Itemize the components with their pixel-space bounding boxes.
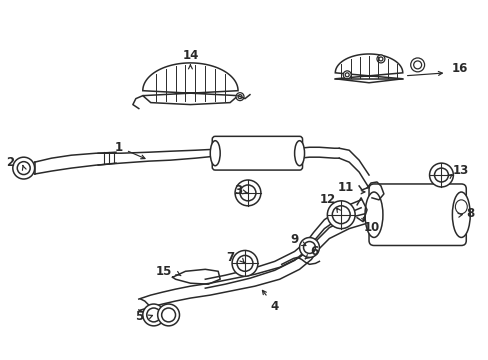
Text: 3: 3 xyxy=(234,184,247,197)
Circle shape xyxy=(413,61,421,69)
Circle shape xyxy=(428,163,452,187)
Circle shape xyxy=(434,168,447,182)
Circle shape xyxy=(240,185,255,201)
Circle shape xyxy=(299,238,319,257)
Text: 14: 14 xyxy=(182,49,198,63)
Polygon shape xyxy=(142,63,238,105)
FancyBboxPatch shape xyxy=(368,184,466,246)
Circle shape xyxy=(146,308,161,322)
Polygon shape xyxy=(172,269,220,284)
Text: 12: 12 xyxy=(319,193,335,206)
Circle shape xyxy=(17,162,30,175)
Circle shape xyxy=(236,93,244,100)
Text: 13: 13 xyxy=(451,163,468,176)
Circle shape xyxy=(162,308,175,322)
Circle shape xyxy=(326,201,354,229)
Circle shape xyxy=(237,255,252,271)
Text: 6: 6 xyxy=(305,245,318,259)
Circle shape xyxy=(410,58,424,72)
Circle shape xyxy=(378,57,382,61)
FancyBboxPatch shape xyxy=(212,136,302,170)
Text: 16: 16 xyxy=(451,62,468,75)
Text: 2: 2 xyxy=(6,156,14,168)
Ellipse shape xyxy=(210,141,220,166)
Text: 11: 11 xyxy=(337,181,353,194)
Text: 10: 10 xyxy=(363,221,379,234)
Text: 4: 4 xyxy=(262,291,278,312)
Text: 1: 1 xyxy=(115,141,144,159)
Ellipse shape xyxy=(294,141,304,166)
Circle shape xyxy=(13,157,35,179)
Text: 5: 5 xyxy=(134,310,142,323)
Ellipse shape xyxy=(454,200,467,214)
Text: 9: 9 xyxy=(290,233,305,246)
Circle shape xyxy=(343,71,350,79)
Circle shape xyxy=(332,206,349,224)
Text: 8: 8 xyxy=(465,207,473,220)
Circle shape xyxy=(232,251,257,276)
Circle shape xyxy=(157,304,179,326)
Circle shape xyxy=(303,242,315,253)
Circle shape xyxy=(238,95,242,99)
Text: 15: 15 xyxy=(156,265,172,278)
Circle shape xyxy=(376,55,384,63)
Text: 7: 7 xyxy=(225,251,234,264)
Polygon shape xyxy=(335,54,402,83)
Circle shape xyxy=(142,304,164,326)
Ellipse shape xyxy=(365,192,382,238)
Circle shape xyxy=(235,180,260,206)
Circle shape xyxy=(345,73,348,77)
Ellipse shape xyxy=(451,192,469,238)
